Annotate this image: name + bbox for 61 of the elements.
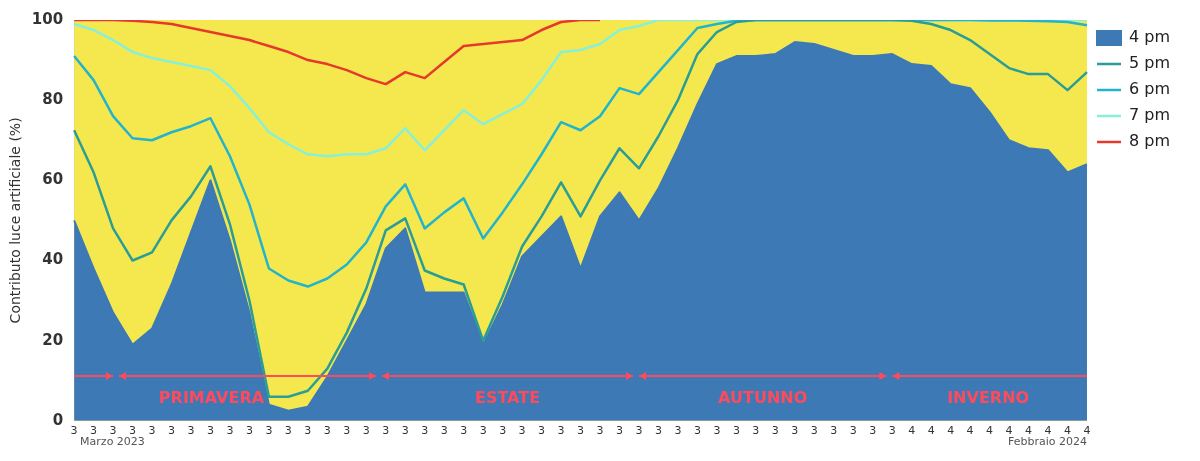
legend-label: 8 pm <box>1128 131 1171 151</box>
x-tick-label: 3 <box>401 424 409 438</box>
x-tick-label: 3 <box>635 424 643 438</box>
y-axis-title: Contributo luce artificiale (%) <box>7 117 24 324</box>
x-tick-label: 3 <box>557 424 565 438</box>
x-tick-label: 3 <box>187 424 195 438</box>
x-tick-label: 3 <box>888 424 896 438</box>
legend-label: 5 pm <box>1128 53 1171 73</box>
y-tick-label: 20 <box>42 330 64 349</box>
x-tick-label: 3 <box>265 424 273 438</box>
x-tick-label: 3 <box>323 424 331 438</box>
x-tick-label: 3 <box>304 424 312 438</box>
x-tick-label: 4 <box>966 424 974 438</box>
x-tick-label: 3 <box>421 424 429 438</box>
x-tick-label: 3 <box>752 424 760 438</box>
x-tick-label: 3 <box>596 424 604 438</box>
x-tick-label: 4 <box>947 424 955 438</box>
annotation: PRIMAVERA <box>158 387 265 407</box>
x-tick-label: 3 <box>869 424 877 438</box>
x-tick-label: 3 <box>693 424 701 438</box>
x-tick-label: 3 <box>654 424 662 438</box>
x-tick-label: 3 <box>538 424 546 438</box>
annotation: ESTATE <box>474 387 541 407</box>
x-tick-label: 3 <box>460 424 468 438</box>
x-tick-label: 3 <box>245 424 253 438</box>
x-tick-label: 3 <box>616 424 624 438</box>
x-tick-label: 3 <box>518 424 526 438</box>
y-tick-label: 80 <box>42 90 64 109</box>
x-tick-label: 3 <box>479 424 487 438</box>
x-tick-label: 3 <box>849 424 857 438</box>
x-tick-label: 3 <box>382 424 390 438</box>
x-tick-label: 3 <box>362 424 370 438</box>
x-tick-label: 3 <box>830 424 838 438</box>
x-tick-label: 3 <box>732 424 740 438</box>
x-tick-label: 3 <box>284 424 292 438</box>
x-tick-label: 3 <box>499 424 507 438</box>
x-tick-label: 3 <box>791 424 799 438</box>
x-tick-label: 3 <box>810 424 818 438</box>
x-tick-label: 3 <box>674 424 682 438</box>
annotation: INVERNO <box>947 387 1030 407</box>
x-tick-label: 4 <box>908 424 916 438</box>
y-tick-label: 60 <box>42 170 64 189</box>
x-tick-label: 3 <box>343 424 351 438</box>
y-tick-label: 100 <box>31 9 64 28</box>
x-tick-label: 4 <box>986 424 994 438</box>
x-tick-label: 3 <box>713 424 721 438</box>
x-tick-label: 3 <box>771 424 779 438</box>
x-tick-label: 3 <box>440 424 448 438</box>
x-tick-label: 3 <box>148 424 156 438</box>
x-tick-label: 3 <box>206 424 214 438</box>
x-tick-label: 3 <box>226 424 234 438</box>
legend-label: 6 pm <box>1128 79 1171 99</box>
legend-label: 4 pm <box>1128 27 1171 47</box>
x-tick-label: 3 <box>70 424 78 438</box>
y-tick-label: 40 <box>42 250 64 269</box>
x-tick-label: 3 <box>577 424 585 438</box>
y-tick-label: 0 <box>52 410 64 429</box>
annotation: AUTUNNO <box>718 387 808 407</box>
x-tick-label: 4 <box>927 424 935 438</box>
legend-label: 7 pm <box>1128 105 1171 125</box>
x-tick-label: 3 <box>168 424 175 438</box>
